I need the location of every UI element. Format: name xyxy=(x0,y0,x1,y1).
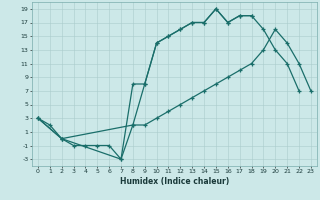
X-axis label: Humidex (Indice chaleur): Humidex (Indice chaleur) xyxy=(120,177,229,186)
